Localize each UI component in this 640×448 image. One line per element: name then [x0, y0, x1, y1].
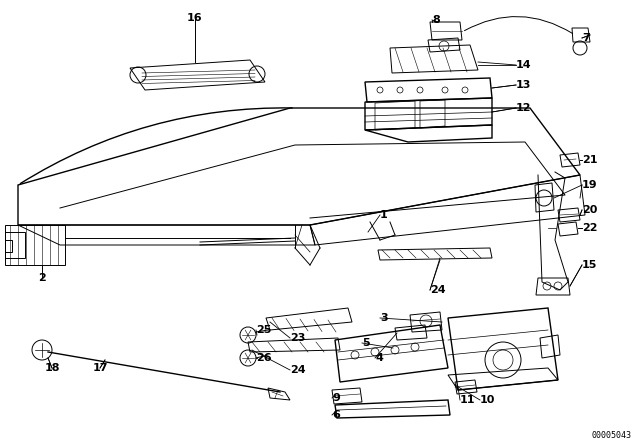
Text: 8: 8 [432, 15, 440, 25]
Text: 14: 14 [516, 60, 532, 70]
Text: 25: 25 [256, 325, 271, 335]
Text: 1: 1 [380, 210, 388, 220]
Text: 6: 6 [332, 410, 340, 420]
Text: 19: 19 [582, 180, 598, 190]
Text: 24: 24 [290, 365, 306, 375]
Text: 24: 24 [430, 285, 445, 295]
Text: 23: 23 [290, 333, 305, 343]
Text: 18: 18 [44, 363, 60, 373]
Text: 7: 7 [582, 33, 589, 43]
Text: 20: 20 [582, 205, 597, 215]
Text: 21: 21 [582, 155, 598, 165]
Text: 22: 22 [582, 223, 598, 233]
Text: 5: 5 [362, 338, 370, 348]
Text: 4: 4 [375, 353, 383, 363]
Text: 17: 17 [92, 363, 108, 373]
Text: 26: 26 [256, 353, 271, 363]
Text: 10: 10 [480, 395, 495, 405]
Text: 13: 13 [516, 80, 531, 90]
Text: 3: 3 [380, 313, 388, 323]
Text: 15: 15 [582, 260, 597, 270]
Text: 11: 11 [460, 395, 476, 405]
Text: 00005043: 00005043 [592, 431, 632, 440]
Text: 16: 16 [187, 13, 203, 23]
Text: 2: 2 [38, 273, 46, 283]
Text: 9: 9 [332, 393, 340, 403]
Text: 12: 12 [516, 103, 531, 113]
